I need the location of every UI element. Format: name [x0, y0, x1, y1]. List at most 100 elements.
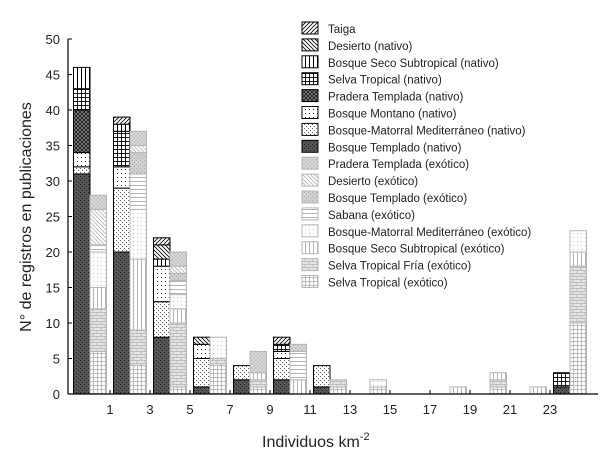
legend-label: Bosque Montano (nativo): [328, 109, 457, 121]
bar-segment-exotic-1-s11: [129, 173, 147, 210]
legend-label: Desierto (exótico): [328, 176, 418, 188]
y-tick-label: 20: [46, 245, 60, 260]
x-axis-title-main: Individuos km: [262, 434, 360, 451]
bar-segment-exotic-0-s14: [89, 308, 107, 352]
bar-segment-exotic-3-s12: [209, 336, 227, 360]
bar-segment-native-0-s3: [73, 88, 91, 111]
bar-segment-exotic-2-s10: [169, 272, 187, 281]
legend-swatch: [301, 190, 319, 204]
bar-segment-exotic-6-s14: [329, 379, 347, 388]
bar-segment-exotic-7-s15: [369, 386, 387, 395]
y-tick-label: 30: [46, 174, 60, 189]
legend-swatch: [301, 156, 319, 170]
legend-label: Selva Tropical Fría (exótico): [328, 261, 471, 273]
bar-segment-exotic-0-s12: [89, 251, 107, 288]
bar-segment-exotic-0-s15: [89, 350, 107, 395]
legend-label: Bosque Seco Subtropical (nativo): [328, 58, 499, 70]
bar-segment-native-2-s7: [153, 336, 171, 395]
bar-segment-native-3-s6: [193, 358, 211, 388]
bar-segment-exotic-2-s14: [169, 322, 187, 388]
legend-label: Desierto (nativo): [328, 41, 413, 53]
legend-swatch: [301, 89, 319, 103]
bar-segment-native-2-s0: [153, 237, 171, 246]
x-tick-label: 13: [343, 402, 357, 417]
legend-label: Selva Tropical (nativo): [328, 75, 442, 87]
x-tick-label: 3: [146, 402, 153, 417]
y-tick-label: 50: [46, 32, 60, 47]
bar-segment-exotic-12-s15: [569, 322, 587, 395]
bar-segment-exotic-5-s8: [289, 343, 307, 352]
bar-segment-exotic-2-s15: [169, 386, 187, 395]
bar-segment-native-2-s2: [153, 258, 171, 267]
bar-segment-exotic-10-s14: [489, 379, 507, 388]
bar-segment-exotic-9-s13: [449, 386, 467, 395]
legend-label: Taiga: [328, 24, 356, 36]
x-tick-label: 17: [423, 402, 437, 417]
legend-swatch: [301, 38, 319, 52]
legend-swatch: [301, 139, 319, 153]
bar-segment-native-5-s7: [273, 379, 291, 395]
x-tick-label: 21: [503, 402, 517, 417]
bar-segment-exotic-1-s13: [129, 258, 147, 331]
bar-segment-exotic-4-s8: [249, 350, 267, 374]
bar-segment-native-5-s6: [273, 358, 291, 381]
bar-segment-native-1-s3: [113, 130, 131, 168]
legend-label: Pradera Templada (exótico): [328, 159, 469, 171]
bar-segment-exotic-0-s9: [89, 208, 107, 246]
bar-segment-exotic-10-s15: [489, 386, 507, 395]
bar-segment-exotic-5-s11: [289, 350, 307, 381]
legend-label: Sabana (exótico): [328, 210, 415, 222]
legend-swatch: [301, 55, 319, 69]
bar-segment-native-1-s0: [113, 116, 131, 125]
legend: Taiga Desierto (nativo) Bosque Seco Subtro…: [301, 21, 531, 290]
x-tick-label: 5: [186, 402, 193, 417]
bar-segment-exotic-0-s8: [89, 194, 107, 210]
bar-segment-native-6-s6: [313, 365, 331, 388]
y-tick-label: 25: [46, 210, 60, 225]
y-axis-title: N° de registros en publicaciones: [18, 102, 35, 332]
bar-segment-native-3-s1: [193, 336, 211, 345]
y-tick-label: 35: [46, 139, 60, 154]
bar-segment-exotic-2-s9: [169, 265, 187, 274]
y-tick-label: 40: [46, 103, 60, 118]
x-tick-label: 7: [226, 402, 233, 417]
bar-segment-native-3-s5: [193, 343, 211, 359]
x-tick-label: 11: [303, 402, 317, 417]
bar-segment-native-1-s6: [113, 187, 131, 253]
bar-segment-exotic-4-s14: [249, 379, 267, 388]
bar-segment-native-4-s6: [233, 365, 251, 381]
bar-segment-native-0-s5: [73, 152, 91, 168]
legend-label: Bosque Seco Subtropical (exótico): [328, 244, 505, 256]
x-tick-label: 19: [463, 402, 477, 417]
bar-segment-native-0-s7: [73, 173, 91, 395]
legend-swatch: [301, 258, 319, 272]
bar-segment-exotic-2-s8: [169, 251, 187, 267]
bar-segment-native-1-s5: [113, 166, 131, 189]
bars-layer: [73, 66, 587, 395]
legend-swatch: [301, 241, 319, 255]
bar-segment-exotic-12-s12: [569, 230, 587, 253]
bar-segment-native-2-s6: [153, 301, 171, 338]
bar-segment-native-6-s7: [313, 386, 331, 395]
legend-swatch: [301, 122, 319, 136]
legend-swatch: [301, 275, 319, 288]
legend-swatch: [301, 21, 319, 35]
x-tick-label: 23: [543, 402, 557, 417]
bar-segment-exotic-0-s11: [89, 244, 107, 253]
bar-segment-native-12-s3: [553, 372, 571, 388]
legend-swatch: [301, 224, 319, 238]
legend-label: Bosque Templado (exótico): [328, 193, 467, 205]
bar-segment-exotic-5-s13: [289, 379, 307, 395]
bar-segment-native-0-s4: [73, 109, 91, 154]
bar-segment-exotic-2-s12: [169, 294, 187, 310]
bar-segment-native-1-s7: [113, 251, 131, 395]
legend-label: Bosque-Matorral Mediterráneo (exótico): [328, 227, 531, 239]
legend-swatch: [301, 207, 319, 221]
legend-label: Bosque Templado (nativo): [328, 142, 462, 154]
bar-segment-exotic-1-s10: [129, 152, 147, 175]
bar-segment-exotic-3-s15: [209, 365, 227, 395]
y-tick-label: 5: [53, 352, 60, 367]
bar-segment-native-5-s0: [273, 336, 291, 345]
bar-segment-native-3-s7: [193, 386, 211, 395]
